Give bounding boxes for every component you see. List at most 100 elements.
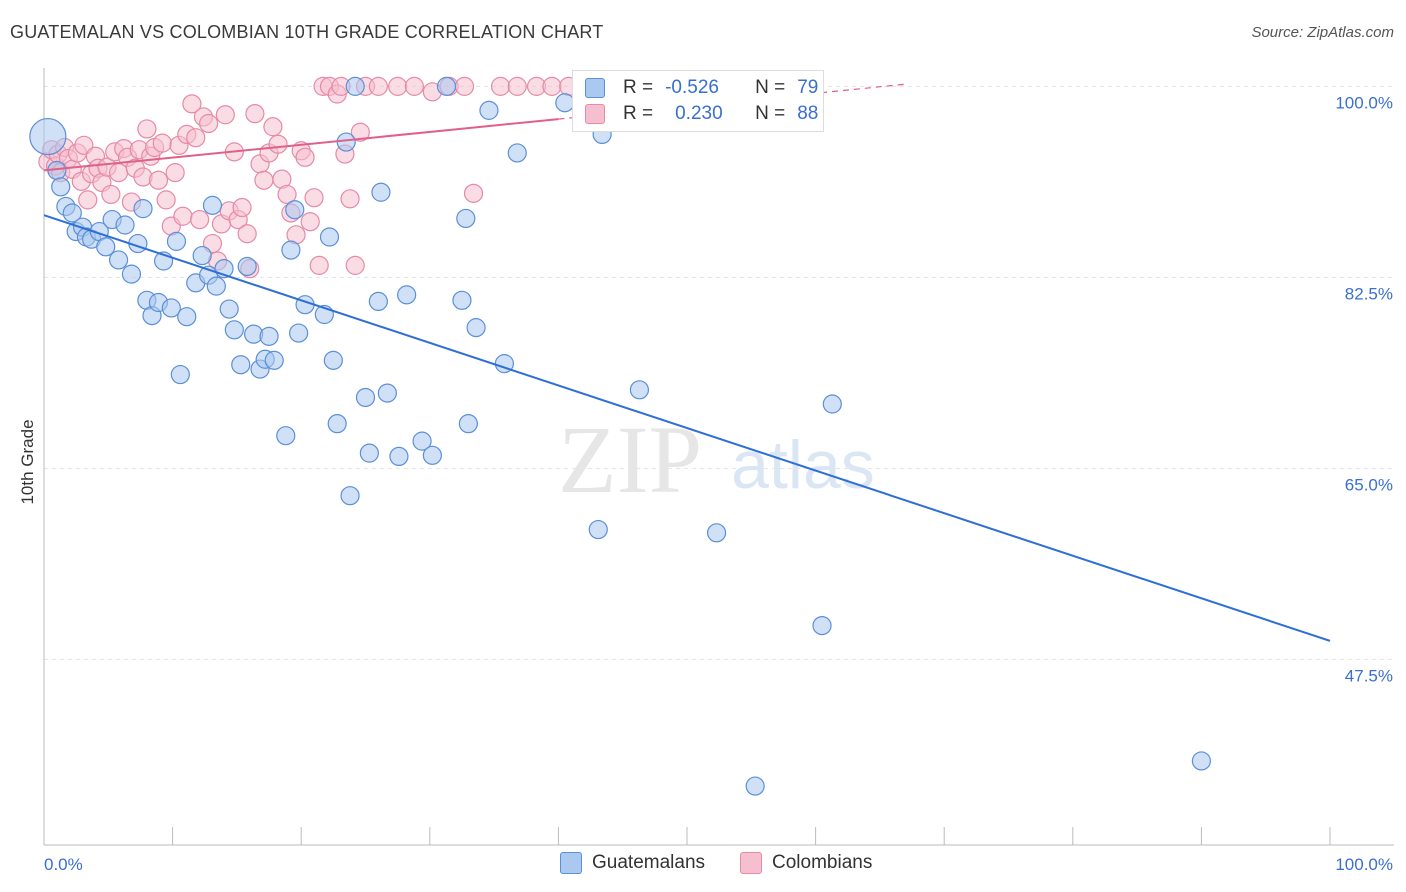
guatemalan-point — [62, 203, 82, 223]
watermark-atlas: atlas — [731, 427, 875, 503]
guatemalan-point — [231, 355, 251, 375]
colombian-point — [268, 134, 288, 154]
legend-row-colombians: R = 0.230 N = 88 — [585, 102, 818, 126]
tick-labels: 100.0% 82.5% 65.0% 47.5% 0.0% 100.0% — [44, 93, 1393, 874]
colombian-point — [507, 76, 527, 96]
guatemalan-point — [202, 195, 223, 215]
watermark-zip: ZIP — [558, 406, 702, 513]
guatemalan-point — [219, 299, 239, 319]
colombian-point — [350, 122, 370, 142]
grid-lines — [44, 85, 1394, 660]
guatemalan-point — [319, 227, 340, 247]
legend-r-value: -0.526 — [665, 77, 719, 98]
legend-swatch-colombians — [585, 104, 605, 124]
bottom-legend-label: Guatemalans — [592, 852, 706, 873]
guatemalan-point — [289, 323, 309, 343]
guatemalan-point — [264, 350, 284, 370]
guatemalan-point — [237, 256, 257, 277]
guatemalan-point — [345, 76, 365, 96]
colombian-point — [254, 170, 274, 190]
x-tick-label: 100.0% — [1335, 855, 1393, 874]
colombian-point — [300, 212, 320, 232]
guatemalan-point — [389, 446, 409, 467]
colombian-point — [277, 184, 297, 205]
colombian-point — [190, 209, 210, 230]
colombian-point — [173, 206, 193, 226]
guatemalan-point — [412, 431, 432, 451]
guatemalan-point — [327, 414, 347, 434]
guatemalan-point — [166, 231, 187, 251]
guatemalan-point — [323, 350, 343, 370]
stats-legend: R = -0.526 N = 79 R = 0.230 N = 88 — [572, 70, 824, 132]
colombian-point — [133, 167, 153, 187]
guatemalan-point — [96, 237, 116, 257]
colombian-point — [463, 183, 484, 203]
guatemalan-point — [377, 383, 397, 403]
guatemalan-point — [115, 215, 135, 235]
guatemalans-trendline — [43, 214, 1331, 642]
guatemalan-point — [371, 182, 391, 202]
source-label: Source: ZipAtlas.com — [1251, 24, 1394, 41]
y-tick-label: 82.5% — [1345, 284, 1393, 303]
colombian-point — [186, 128, 206, 148]
y-axis-title: 10th Grade — [18, 419, 37, 504]
guatemalan-point — [745, 776, 765, 796]
colombian-point — [309, 255, 329, 275]
guatemalan-point — [812, 615, 832, 636]
guatemalan-point — [206, 276, 226, 296]
guatemalan-point — [121, 264, 142, 284]
guatemalan-point — [466, 318, 486, 338]
guatemalan-point — [822, 394, 842, 414]
guatemalan-point — [452, 290, 472, 310]
colombian-point — [78, 190, 98, 210]
bottom-legend-guatemalans: Guatemalans — [560, 852, 705, 874]
chart-title: GUATEMALAN VS COLOMBIAN 10TH GRADE CORRE… — [10, 22, 604, 42]
y-tick-label: 100.0% — [1335, 93, 1393, 112]
y-tick-label: 65.0% — [1345, 475, 1393, 494]
guatemalan-point — [285, 200, 305, 220]
x-tick-label: 0.0% — [44, 855, 83, 874]
guatemalan-point — [177, 307, 197, 327]
legend-row-guatemalans: R = -0.526 N = 79 — [585, 76, 818, 100]
colombians-trendline — [43, 118, 559, 172]
guatemalan-point — [359, 443, 379, 463]
colombian-point — [490, 76, 511, 96]
guatemalan-point — [340, 486, 360, 506]
guatemalan-point — [276, 426, 296, 446]
bottom-legend-label: Colombians — [772, 852, 873, 873]
guatemalan-point — [588, 519, 608, 540]
bottom-swatch-colombians — [740, 852, 762, 874]
legend-n-label: N = — [755, 103, 786, 124]
watermark: ZIP atlas — [558, 406, 875, 513]
guatemalan-point — [422, 445, 442, 465]
guatemalan-point — [161, 298, 181, 318]
guatemalan-point — [192, 245, 212, 266]
colombian-point — [304, 188, 324, 208]
legend-swatch-guatemalans — [585, 78, 605, 98]
colombian-point — [237, 224, 257, 244]
colombian-point — [182, 94, 202, 114]
guatemalan-point — [507, 143, 527, 163]
colombian-point — [295, 147, 315, 167]
colombian-point — [368, 76, 388, 96]
colombian-point — [137, 119, 157, 139]
colombian-point — [148, 170, 169, 190]
guatemalan-point — [706, 523, 727, 543]
colombian-point — [245, 104, 265, 124]
colombian-point — [388, 76, 408, 96]
colombian-point — [165, 163, 185, 183]
colombian-point — [263, 117, 283, 137]
guatemalan-point — [355, 387, 376, 408]
colombian-point — [340, 189, 360, 209]
y-tick-label: 47.5% — [1345, 666, 1393, 685]
guatemalan-point — [458, 414, 478, 434]
guatemalan-point — [224, 320, 244, 340]
guatemalan-point — [456, 208, 476, 229]
colombian-point — [404, 76, 424, 96]
guatemalan-point — [336, 132, 356, 152]
legend-n-label: N = — [755, 77, 786, 98]
colombian-point — [215, 105, 235, 125]
legend-n-value: 88 — [797, 103, 819, 124]
legend-n-value: 79 — [797, 77, 819, 98]
